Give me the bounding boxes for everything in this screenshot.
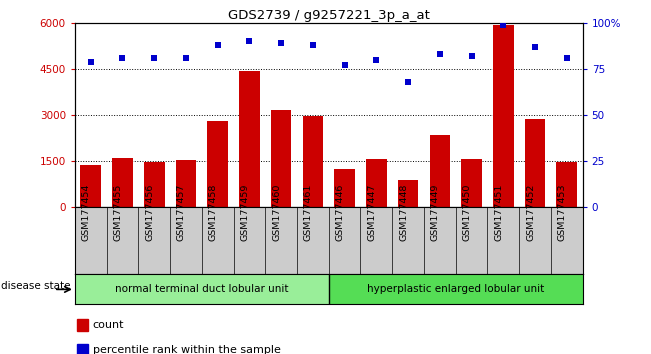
Text: hyperplastic enlarged lobular unit: hyperplastic enlarged lobular unit <box>367 284 544 295</box>
Bar <box>81 165 101 207</box>
Bar <box>77 319 87 331</box>
Bar <box>398 180 419 207</box>
Point <box>212 42 223 48</box>
Point <box>244 39 255 44</box>
Bar <box>557 162 577 207</box>
Point <box>403 79 413 85</box>
Text: GSM177459: GSM177459 <box>240 184 249 241</box>
Bar <box>366 159 387 207</box>
Point <box>85 59 96 64</box>
Text: GSM177451: GSM177451 <box>494 184 503 241</box>
Bar <box>525 119 546 207</box>
Point <box>149 55 159 61</box>
Text: GSM177449: GSM177449 <box>431 184 440 241</box>
Bar <box>271 110 292 207</box>
Bar <box>462 159 482 207</box>
Point <box>498 22 508 28</box>
Text: GSM177457: GSM177457 <box>177 184 186 241</box>
Text: GSM177448: GSM177448 <box>399 184 408 241</box>
Point <box>466 53 477 59</box>
Point <box>117 55 128 61</box>
Point <box>562 55 572 61</box>
Bar <box>335 169 355 207</box>
Text: GSM177447: GSM177447 <box>367 184 376 241</box>
Bar <box>77 344 87 354</box>
Text: GSM177455: GSM177455 <box>113 184 122 241</box>
Point <box>371 57 381 63</box>
Point <box>181 55 191 61</box>
Bar <box>176 160 196 207</box>
Text: GSM177452: GSM177452 <box>526 184 535 241</box>
Bar <box>208 121 228 207</box>
Bar <box>430 135 450 207</box>
Text: percentile rank within the sample: percentile rank within the sample <box>92 345 281 354</box>
Text: GSM177450: GSM177450 <box>463 184 471 241</box>
Text: GSM177453: GSM177453 <box>558 184 567 241</box>
Bar <box>112 158 133 207</box>
Title: GDS2739 / g9257221_3p_a_at: GDS2739 / g9257221_3p_a_at <box>228 9 430 22</box>
Text: GSM177461: GSM177461 <box>304 184 313 241</box>
Text: GSM177454: GSM177454 <box>82 184 90 241</box>
Bar <box>493 25 514 207</box>
Point <box>530 44 540 50</box>
Text: GSM177460: GSM177460 <box>272 184 281 241</box>
Point <box>308 42 318 48</box>
Text: count: count <box>92 320 124 330</box>
Text: GSM177456: GSM177456 <box>145 184 154 241</box>
Text: disease state: disease state <box>1 281 71 291</box>
Text: GSM177458: GSM177458 <box>209 184 217 241</box>
Bar <box>239 72 260 207</box>
Point <box>276 40 286 46</box>
Bar <box>144 162 165 207</box>
Bar <box>329 274 583 304</box>
Point <box>435 51 445 57</box>
Bar <box>303 116 323 207</box>
Text: normal terminal duct lobular unit: normal terminal duct lobular unit <box>115 284 288 295</box>
Point <box>339 63 350 68</box>
Text: GSM177446: GSM177446 <box>336 184 344 241</box>
